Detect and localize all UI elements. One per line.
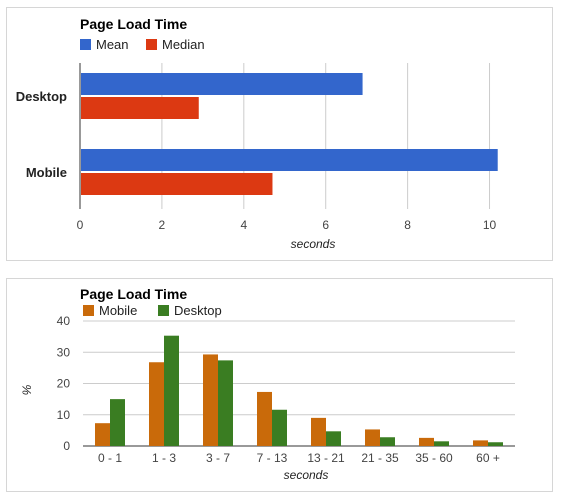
bar-3-7-desktop (218, 360, 233, 446)
chart-2-category-label: 3 - 7 (206, 451, 230, 465)
chart-2-title: Page Load Time (80, 286, 187, 302)
chart-2-tick-labels: 0 10 20 30 40 (57, 314, 71, 453)
chart-2-category-label: 7 - 13 (257, 451, 288, 465)
legend-swatch-mean (80, 39, 91, 50)
chart-2-gridlines (83, 320, 515, 447)
chart-2-x-axis-title: seconds (284, 468, 329, 482)
legend-swatch-desktop (158, 305, 169, 316)
chart-1-x-axis-title: seconds (291, 237, 336, 251)
legend-swatch-median (146, 39, 157, 50)
bar-desktop-median (81, 97, 199, 119)
chart-2-category-label: 35 - 60 (415, 451, 453, 465)
chart-1-x-tick-label: 2 (159, 218, 166, 232)
chart-1-category-labels: Desktop Mobile (16, 89, 67, 180)
chart-2-bars (95, 335, 503, 446)
chart-2-category-label: 60 + (476, 451, 500, 465)
chart-1-title: Page Load Time (80, 16, 187, 32)
chart-2-category-label: 21 - 35 (361, 451, 399, 465)
legend-label-mean: Mean (96, 37, 129, 52)
chart-1-category-label: Desktop (16, 89, 67, 104)
chart-1-x-tick-label: 0 (77, 218, 84, 232)
chart-2-y-axis-title: % (20, 384, 34, 395)
bar-0-1-desktop (110, 399, 125, 446)
bar-60-mobile (473, 440, 488, 446)
bar-35-60-desktop (434, 441, 449, 446)
chart-2-y-tick-label: 10 (57, 408, 71, 422)
chart-1-svg: Page Load Time Mean Median DesktopMobile … (16, 16, 498, 251)
chart-2-category-label: 0 - 1 (98, 451, 122, 465)
bar-13-21-desktop (326, 431, 341, 446)
chart-panel-page-load-time-horizontal: Page Load Time Mean Median Desktop Mobile … (6, 7, 553, 261)
bar-0-1-mobile (95, 423, 110, 446)
chart-2-category-label: 13 - 21 (307, 451, 345, 465)
legend-label-median: Median (162, 37, 205, 52)
bar-60-desktop (488, 442, 503, 446)
chart-1-category-label: Mobile (26, 165, 67, 180)
chart-2-legend: Mobile Desktop (83, 303, 222, 318)
chart-2-y-tick-label: 30 (57, 345, 71, 359)
chart-1-x-tick-label: 6 (322, 218, 329, 232)
legend-label-desktop: Desktop (174, 303, 222, 318)
bar-21-35-mobile (365, 429, 380, 446)
chart-1-x-tick-label: 8 (404, 218, 411, 232)
bar-1-3-mobile (149, 362, 164, 446)
bar-7-13-desktop (272, 409, 287, 446)
chart-panel-page-load-time-distribution: Page Load Time Mobile Desktop 0 - 1 1 - 3 3… (6, 278, 553, 492)
chart-2-category-labels: 0 - 1 1 - 3 3 - 7 7 - 13 13 - 21 21 - 35 35 - … (98, 451, 500, 465)
bar-21-35-desktop (380, 437, 395, 446)
bar-3-7-mobile (203, 354, 218, 446)
chart-2-y-tick-label: 40 (57, 314, 71, 328)
bar-13-21-mobile (311, 417, 326, 446)
chart-1-legend: Mean Median (80, 37, 205, 52)
chart-1-bars (81, 73, 498, 195)
chart-2-y-tick-label: 20 (57, 377, 71, 391)
bar-35-60-mobile (419, 437, 434, 446)
bar-desktop-mean (81, 73, 363, 95)
legend-swatch-mobile (83, 305, 94, 316)
legend-label-mobile: Mobile (99, 303, 137, 318)
bar-mobile-mean (81, 149, 498, 171)
chart-1-x-tick-label: 4 (240, 218, 247, 232)
bar-7-13-mobile (257, 391, 272, 446)
chart-2-category-label: 1 - 3 (152, 451, 176, 465)
chart-1-tick-labels: 0 2 4 6 8 10 (77, 218, 497, 232)
bar-1-3-desktop (164, 335, 179, 446)
chart-2-y-tick-label: 0 (63, 439, 70, 453)
chart-1-x-tick-label: 10 (483, 218, 497, 232)
bar-mobile-median (81, 173, 273, 195)
chart-2-svg: Page Load Time Mobile Desktop 0 - 1 1 - 3 3… (20, 286, 515, 482)
